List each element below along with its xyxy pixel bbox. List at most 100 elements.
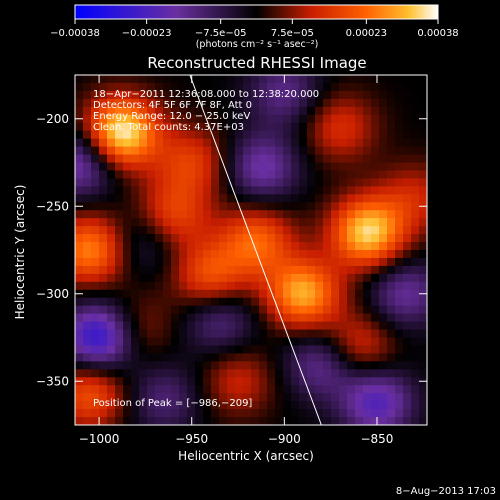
heatmap-cell: [139, 106, 148, 116]
heatmap-cell: [227, 401, 236, 410]
heatmap-cell: [227, 297, 236, 307]
heatmap-cell: [307, 218, 316, 227]
heatmap-cell: [107, 257, 116, 267]
heatmap-cell: [115, 281, 124, 291]
heatmap-cell: [211, 234, 220, 243]
heatmap-cell: [219, 369, 228, 378]
heatmap-cell: [387, 154, 396, 164]
heatmap-cell: [299, 321, 308, 331]
heatmap-cell: [259, 170, 268, 179]
heatmap-cell: [387, 186, 396, 195]
heatmap-cell: [187, 146, 196, 156]
heatmap-cell: [139, 369, 148, 378]
heatmap-cell: [395, 401, 404, 410]
heatmap-cell: [323, 218, 332, 227]
heatmap-cell: [187, 226, 196, 235]
heatmap-cell: [291, 82, 300, 92]
heatmap-cell: [347, 321, 356, 331]
heatmap-cell: [115, 393, 124, 402]
heatmap-cell: [387, 75, 396, 84]
heatmap-cell: [387, 242, 396, 251]
heatmap-cell: [171, 154, 180, 164]
heatmap-cell: [275, 210, 284, 219]
heatmap-cell: [179, 194, 188, 203]
heatmap-cell: [163, 162, 172, 172]
heatmap-cell: [299, 234, 308, 243]
heatmap-cell: [171, 297, 180, 307]
heatmap-cell: [171, 178, 180, 187]
heatmap-cell: [123, 114, 132, 124]
heatmap-cell: [99, 297, 108, 307]
heatmap-cell: [195, 345, 204, 354]
heatmap-cell: [243, 234, 252, 243]
heatmap-cell: [107, 250, 116, 259]
heatmap-cell: [283, 98, 292, 108]
heatmap-cell: [323, 393, 332, 402]
heatmap-cell: [243, 130, 252, 140]
heatmap-cell: [147, 345, 156, 354]
heatmap-cell: [155, 321, 164, 331]
heatmap-cell: [371, 297, 380, 307]
heatmap-cell: [267, 313, 276, 323]
heatmap-cell: [411, 417, 420, 425]
heatmap-cell: [195, 234, 204, 243]
heatmap-cell: [275, 345, 284, 354]
heatmap-cell: [91, 377, 100, 386]
heatmap-cell: [235, 281, 244, 291]
heatmap-cell: [123, 377, 132, 386]
heatmap-cell: [171, 393, 180, 402]
heatmap-cell: [283, 369, 292, 378]
heatmap-cell: [371, 138, 380, 148]
heatmap-cell: [251, 305, 260, 315]
heatmap-cell: [211, 329, 220, 339]
heatmap-cell: [171, 369, 180, 378]
heatmap-cell: [363, 289, 372, 299]
heatmap-cell: [243, 114, 252, 124]
heatmap-cell: [99, 202, 108, 211]
heatmap-cell: [379, 289, 388, 299]
heatmap-cell: [155, 329, 164, 339]
heatmap-cell: [171, 226, 180, 235]
heatmap-cell: [131, 130, 140, 140]
heatmap-cell: [395, 130, 404, 140]
heatmap-cell: [379, 313, 388, 323]
heatmap-cell: [139, 154, 148, 164]
heatmap-cell: [147, 250, 156, 259]
heatmap-cell: [387, 377, 396, 386]
heatmap-cell: [235, 130, 244, 140]
heatmap-cell: [387, 281, 396, 291]
heatmap-cell: [267, 194, 276, 203]
heatmap-cell: [91, 242, 100, 251]
heatmap-cell: [171, 377, 180, 386]
heatmap-cell: [83, 377, 92, 386]
heatmap-cell: [115, 289, 124, 299]
heatmap-cell: [123, 353, 132, 362]
heatmap-cell: [411, 90, 420, 100]
heatmap-cell: [387, 114, 396, 124]
heatmap-cell: [99, 265, 108, 275]
heatmap-cell: [363, 409, 372, 418]
heatmap-cell: [139, 313, 148, 323]
heatmap-cell: [219, 305, 228, 315]
heatmap-cell: [227, 361, 236, 370]
heatmap-cell: [323, 234, 332, 243]
heatmap-cell: [179, 369, 188, 378]
heatmap-cell: [155, 297, 164, 307]
heatmap-cell: [155, 178, 164, 187]
heatmap-cell: [291, 361, 300, 370]
x-tick-label: −850: [360, 432, 393, 446]
heatmap-cell: [83, 281, 92, 291]
heatmap-cell: [363, 329, 372, 339]
heatmap-cell: [379, 377, 388, 386]
heatmap-cell: [219, 417, 228, 425]
heatmap-cell: [235, 146, 244, 156]
heatmap-cell: [179, 265, 188, 275]
heatmap-cell: [219, 361, 228, 370]
heatmap-cell: [83, 385, 92, 394]
heatmap-cell: [75, 393, 84, 402]
heatmap-cell: [363, 265, 372, 275]
heatmap-cell: [187, 297, 196, 307]
heatmap-cell: [267, 242, 276, 251]
heatmap-cell: [291, 345, 300, 354]
